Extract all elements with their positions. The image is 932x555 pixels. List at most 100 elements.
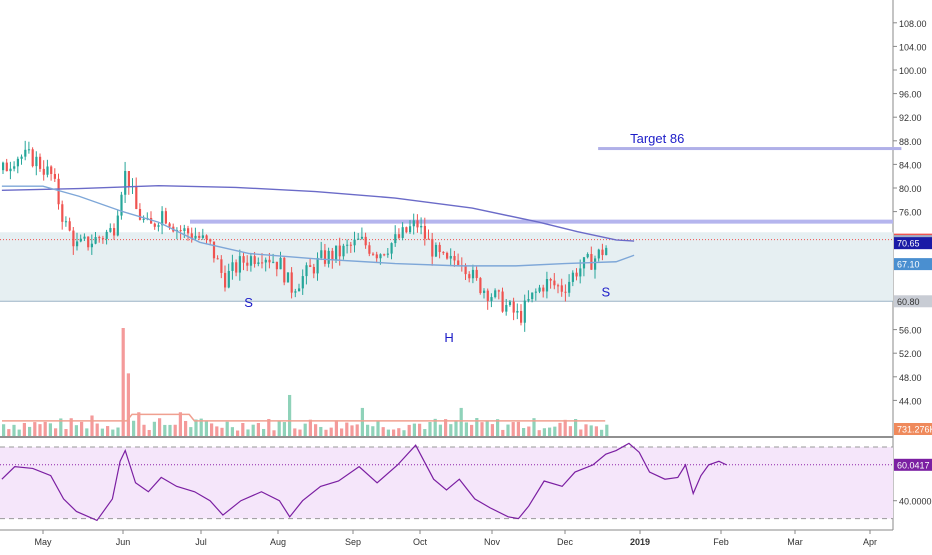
candle-body — [120, 194, 123, 216]
candle-body — [575, 272, 578, 277]
candle-body — [39, 156, 42, 169]
candle-body — [138, 208, 142, 220]
volume-bar — [121, 328, 125, 436]
candle-body — [397, 234, 401, 238]
candle-body — [13, 166, 16, 169]
candle-body — [560, 285, 563, 292]
volume-bar — [168, 424, 172, 436]
candle-body — [290, 272, 293, 293]
candle-body — [50, 166, 53, 174]
candle-body — [227, 270, 230, 288]
time-tick-label: Mar — [787, 537, 803, 547]
volume-bar — [90, 415, 94, 436]
time-tick-label: Apr — [863, 537, 877, 547]
volume-bar — [17, 429, 21, 436]
volume-bar — [605, 424, 609, 436]
candle-body — [87, 236, 90, 248]
rsi-line — [1, 442, 727, 522]
candle-body — [61, 204, 64, 222]
candle-body — [571, 272, 574, 282]
candle-body — [116, 215, 119, 236]
price-tick-label: 96.00 — [899, 90, 922, 100]
candle-body — [127, 171, 130, 187]
candle-body — [412, 220, 415, 227]
volume-bar — [397, 428, 401, 436]
volume-bar — [111, 429, 115, 436]
volume-bar — [85, 428, 89, 436]
volume-bar — [444, 419, 448, 436]
volume-bar — [334, 420, 338, 436]
candle-body — [109, 228, 112, 232]
annotation-label: S — [601, 285, 610, 300]
volume-bar — [449, 424, 453, 436]
volume-bar — [340, 428, 344, 436]
volume-bar — [537, 430, 541, 436]
volume-bar — [438, 424, 442, 436]
candle-body — [590, 254, 593, 270]
candle-body — [416, 220, 419, 228]
candle-body — [379, 254, 382, 259]
candle-body — [209, 239, 212, 242]
candle-body — [64, 221, 68, 223]
price-tick-label: 92.00 — [899, 113, 922, 123]
time-tick-label: Dec — [557, 537, 574, 547]
candle-body — [253, 256, 256, 264]
volume-bar — [106, 426, 110, 436]
volume-bar — [542, 428, 546, 436]
volume-bar — [7, 429, 11, 436]
rsi-band — [0, 446, 893, 519]
candle-body — [164, 211, 167, 224]
time-tick-label: Feb — [713, 537, 729, 547]
time-tick-label: May — [34, 537, 52, 547]
candle-body — [257, 262, 260, 264]
candle-body — [279, 257, 282, 270]
candle-body — [394, 234, 397, 244]
rsi-tick-label: 40.0000 — [899, 497, 932, 507]
volume-bar — [480, 422, 484, 436]
candle-body — [46, 166, 49, 175]
price-tick-label: 88.00 — [899, 137, 922, 147]
candle-body — [235, 262, 238, 273]
candle-body — [405, 227, 408, 233]
time-tick-label: 2019 — [630, 537, 650, 547]
volume-bar — [241, 423, 245, 436]
price-tick-label: 44.00 — [899, 396, 922, 406]
candle-body — [505, 305, 508, 312]
volume-bar — [137, 412, 141, 436]
volume-bar — [33, 422, 37, 436]
candle-body — [523, 300, 526, 323]
candle-body — [342, 245, 345, 257]
volume-bar — [345, 422, 349, 436]
candle-body — [512, 301, 515, 313]
candle-body — [360, 236, 364, 239]
volume-bar — [158, 418, 162, 436]
candle-body — [157, 225, 160, 227]
candle-body — [312, 266, 315, 274]
volume-bar — [48, 423, 52, 436]
candle-body — [475, 269, 478, 279]
candle-body — [309, 265, 312, 267]
candle-body — [168, 223, 171, 227]
candle-body — [212, 241, 216, 259]
volume-bar — [412, 423, 416, 436]
rsi-badge — [894, 458, 932, 471]
volume-bar — [329, 427, 333, 436]
candle-body — [142, 218, 145, 220]
volume-bar — [251, 424, 255, 436]
candle-body — [5, 162, 8, 172]
candle-body — [27, 149, 31, 151]
candle-body — [198, 235, 201, 238]
candle-body — [31, 149, 34, 167]
candle-body — [372, 253, 375, 255]
candle-body — [486, 290, 489, 301]
volume-bar — [220, 427, 224, 436]
volume-bar — [563, 419, 567, 436]
candle-body — [79, 238, 82, 242]
volume-bar — [194, 419, 198, 436]
candle-body — [549, 279, 552, 281]
price-tick-label: 56.00 — [899, 326, 922, 336]
candle-body — [220, 259, 223, 273]
volume-bar — [22, 422, 26, 436]
